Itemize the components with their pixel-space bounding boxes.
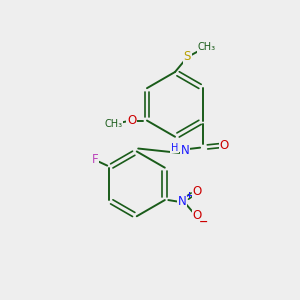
Text: +: + (185, 190, 192, 200)
Text: O: O (193, 185, 202, 198)
Text: O: O (193, 209, 202, 222)
Text: F: F (92, 153, 99, 166)
Text: CH₃: CH₃ (104, 119, 122, 129)
Text: O: O (127, 114, 136, 127)
Text: N: N (181, 143, 190, 157)
Text: H: H (171, 142, 178, 153)
Text: S: S (184, 50, 191, 63)
Text: CH₃: CH₃ (197, 42, 216, 52)
Text: −: − (199, 217, 208, 226)
Text: N: N (178, 195, 186, 208)
Text: O: O (220, 139, 229, 152)
